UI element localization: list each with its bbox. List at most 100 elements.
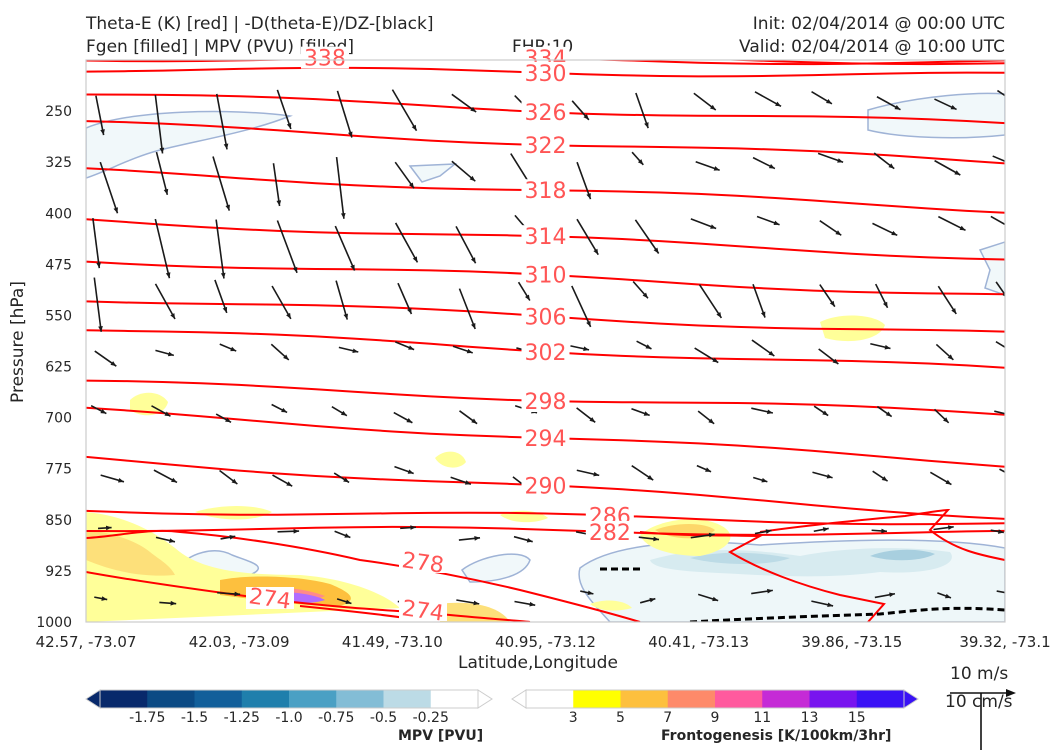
theta-e-label: 282 <box>589 521 631 546</box>
wind-vector-shaft <box>99 161 119 214</box>
wind-vector <box>517 281 531 301</box>
wind-vector-head <box>882 301 888 308</box>
wind-vector <box>812 471 833 479</box>
wind-vector <box>331 406 348 417</box>
vector-key-vertical-label: 10 cm/s <box>945 692 1013 712</box>
wind-vector <box>451 160 476 182</box>
wind-vector-head <box>653 247 659 254</box>
wind-vector <box>819 284 836 308</box>
wind-vector <box>639 597 656 604</box>
wind-vector-head <box>229 534 236 540</box>
fgen-colorbar-tick-label: 3 <box>569 710 578 726</box>
wind-vector-head <box>822 527 829 532</box>
wind-vector <box>151 405 171 417</box>
wind-vector-head <box>340 410 347 416</box>
x-axis-label: Latitude,Longitude <box>458 653 618 673</box>
wind-vector-head <box>583 114 589 120</box>
wind-vector-head <box>760 311 766 318</box>
wind-vector-head <box>163 188 169 195</box>
mpv-colorbar-segment <box>194 690 243 708</box>
wind-vector-head <box>837 158 844 163</box>
theta-e-label: 322 <box>525 134 567 159</box>
wind-vector-shaft <box>397 282 413 315</box>
wind-vector-head <box>716 312 722 318</box>
theta-e-label-bg <box>246 587 294 609</box>
theta-e-contour-low <box>759 508 1005 561</box>
wind-vector <box>690 532 715 539</box>
wind-vector-head <box>884 344 891 350</box>
wind-vector-shaft <box>93 277 103 332</box>
wind-vector-head <box>343 313 348 320</box>
wind-vector-head <box>474 536 481 541</box>
wind-vector-shaft <box>215 219 225 279</box>
theta-e-label-bg <box>399 599 447 621</box>
theta-e-label-bg <box>521 101 570 124</box>
theta-e-label: 314 <box>525 225 567 250</box>
wind-vector-head <box>710 224 717 229</box>
fgen-colorbar-segment <box>526 690 574 708</box>
theta-e-label-bg <box>521 225 570 248</box>
wind-vector <box>938 215 966 232</box>
wind-vector-head <box>406 418 413 423</box>
fgen-region-left-low-orange <box>86 530 175 576</box>
fgen-colorbar-tick-label: 15 <box>848 710 866 726</box>
wind-vector-head <box>950 104 957 110</box>
wind-vector <box>513 535 533 543</box>
wind-vector <box>159 600 177 606</box>
wind-vector <box>90 404 107 415</box>
wind-vector <box>400 525 417 530</box>
wind-vector-head <box>951 308 957 314</box>
theta-e-label-bg <box>521 340 570 363</box>
theta-e-label-bg <box>399 551 447 573</box>
fgen-colorbar-segment <box>762 690 810 708</box>
wind-vector <box>934 159 961 176</box>
wind-vector-head <box>529 601 536 607</box>
wind-vector-shaft <box>335 156 345 219</box>
x-tick-label: 40.41, -73.13 <box>648 633 749 651</box>
wind-vector-head <box>469 175 476 182</box>
theta-e-label: 330 <box>525 62 567 87</box>
wind-vector-head <box>471 418 478 424</box>
wind-vector-head <box>171 477 178 483</box>
wind-vector-head <box>464 480 471 485</box>
wind-vector <box>631 151 644 166</box>
wind-vector-head <box>222 306 228 313</box>
x-tick-label: 42.03, -73.09 <box>189 633 290 651</box>
wind-vector-head <box>713 166 720 171</box>
wind-vector <box>817 152 844 164</box>
wind-vector-shaft <box>154 218 171 279</box>
wind-vector-head <box>345 599 352 605</box>
wind-vector <box>813 405 829 417</box>
y-tick-label: 700 <box>45 411 72 427</box>
wind-vector <box>631 464 654 481</box>
wind-vector-head <box>470 106 477 113</box>
wind-vector <box>336 90 353 138</box>
fgen-colorbar-segment <box>573 690 621 708</box>
wind-vector-head <box>1018 103 1024 108</box>
wind-vector-shaft <box>571 285 592 328</box>
wind-vector-head <box>712 596 719 602</box>
wind-vector-shaft <box>455 226 477 264</box>
wind-vector <box>990 529 1004 534</box>
wind-vector-shaft <box>458 288 476 330</box>
mpv-region-right-edge <box>978 241 1005 296</box>
wind-vector <box>995 341 1017 354</box>
mpv-colorbar-segment <box>289 690 337 708</box>
wind-vector <box>215 413 232 423</box>
theta-e-contour <box>86 509 1005 526</box>
wind-vector-head <box>712 357 719 363</box>
x-tick-label: 41.49, -73.10 <box>342 633 443 651</box>
wind-vector-head <box>1010 413 1016 418</box>
wind-vector <box>459 410 478 425</box>
wind-vector <box>455 226 477 264</box>
wind-vector <box>696 464 712 473</box>
x-tick-label: 39.32, -73.1 <box>959 633 1050 651</box>
mpv-colorbar-segment <box>430 690 479 708</box>
wind-vector-head <box>761 477 768 483</box>
theta-e-contour-low <box>86 529 641 622</box>
wind-vector-head <box>708 418 715 424</box>
mpv-colorbar-extend-left <box>85 689 101 709</box>
wind-vector-head <box>1011 349 1017 354</box>
wind-vector-head <box>586 193 591 200</box>
